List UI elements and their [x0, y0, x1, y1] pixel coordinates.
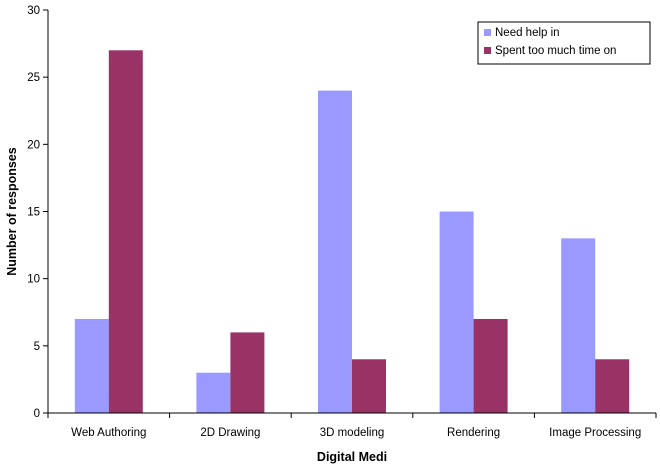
bars-layer: [74, 50, 630, 414]
x-tick-label: 2D Drawing: [200, 427, 260, 439]
x-tick-label: Image Processing: [549, 427, 641, 439]
y-tick-label: 0: [34, 408, 40, 420]
legend: Need help in Spent too much time on: [477, 21, 651, 65]
bar-spent-time: [230, 332, 265, 413]
bar-spent-time: [108, 50, 143, 414]
legend-label-spent-time: Spent too much time on: [495, 45, 616, 57]
legend-label-need-help: Need help in: [495, 27, 560, 39]
y-tick-label: 10: [27, 274, 40, 286]
bar-spent-time: [473, 318, 508, 413]
legend-swatch-need-help: [484, 29, 491, 36]
y-axis-title: Number of responses: [5, 147, 19, 276]
x-tick-label: 3D modeling: [320, 427, 385, 439]
bar-need-help: [196, 372, 231, 413]
bar-need-help: [318, 90, 352, 413]
x-ticks: Web Authoring 2D Drawing 3D modeling Render…: [47, 413, 657, 439]
y-ticks: 0 5 10 15 20 25 30: [27, 5, 48, 420]
bar-need-help: [74, 318, 109, 413]
y-tick-label: 15: [27, 207, 40, 219]
legend-box: [477, 21, 651, 65]
legend-swatch-spent-time: [484, 47, 491, 54]
y-tick-label: 5: [34, 341, 40, 353]
x-tick-label: Web Authoring: [71, 427, 146, 439]
bar-need-help: [439, 211, 474, 413]
bar-need-help: [561, 238, 596, 413]
x-axis-title: Digital Medi: [317, 450, 387, 464]
bar-spent-time: [352, 359, 386, 413]
y-tick-label: 25: [27, 72, 40, 84]
y-tick-label: 20: [27, 139, 40, 151]
x-tick-label: Rendering: [447, 427, 500, 439]
bar-spent-time: [595, 359, 630, 413]
y-tick-label: 30: [27, 5, 40, 17]
